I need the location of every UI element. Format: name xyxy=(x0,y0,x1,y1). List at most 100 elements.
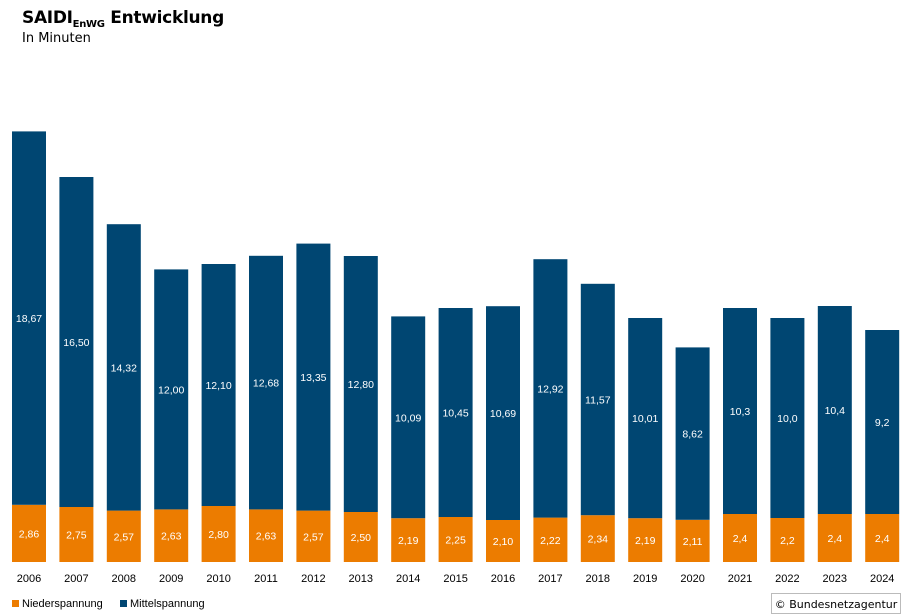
data-label: 2,2 xyxy=(780,535,795,547)
bar-niederspannung-2009 xyxy=(154,509,189,562)
data-label: 2,10 xyxy=(493,536,514,548)
legend-label: Niederspannung xyxy=(22,598,103,610)
x-tick-label: 2006 xyxy=(17,573,41,585)
data-label: 10,45 xyxy=(442,408,468,420)
chart-subtitle: In Minuten xyxy=(22,31,91,46)
data-label: 2,25 xyxy=(445,535,466,547)
data-label: 2,63 xyxy=(256,531,277,543)
bar-niederspannung-2006 xyxy=(12,504,46,562)
bar-niederspannung-2024 xyxy=(865,514,900,562)
data-label: 2,80 xyxy=(208,529,229,541)
data-label: 2,19 xyxy=(398,535,419,547)
data-label: 10,01 xyxy=(632,413,658,425)
chart-title: SAIDIEnWG Entwicklung xyxy=(22,8,224,30)
bar-niederspannung-2021 xyxy=(723,514,757,562)
x-tick-label: 2009 xyxy=(159,573,183,585)
data-label: 10,69 xyxy=(490,408,516,420)
x-tick-label: 2010 xyxy=(206,573,230,585)
bar-niederspannung-2007 xyxy=(59,507,94,562)
data-label: 18,67 xyxy=(16,313,42,325)
data-label: 2,75 xyxy=(66,530,87,542)
title-subscript: EnWG xyxy=(72,19,105,30)
bar-niederspannung-2015 xyxy=(438,517,473,562)
data-label: 12,10 xyxy=(205,380,231,392)
x-tick-label: 2022 xyxy=(775,573,799,585)
x-tick-label: 2017 xyxy=(538,573,562,585)
bar-niederspannung-2023 xyxy=(817,514,852,562)
bar-niederspannung-2020 xyxy=(675,519,710,562)
bar-mittelspannung-2016 xyxy=(486,306,520,520)
bar-niederspannung-2012 xyxy=(296,510,331,562)
data-label: 9,2 xyxy=(875,417,890,429)
data-label: 16,50 xyxy=(63,337,89,349)
data-label: 2,34 xyxy=(588,534,609,546)
data-label: 12,80 xyxy=(348,379,374,391)
x-tick-label: 2014 xyxy=(396,573,420,585)
bar-mittelspannung-2015 xyxy=(438,308,473,517)
data-label: 11,57 xyxy=(585,395,611,407)
data-label: 10,09 xyxy=(395,412,421,424)
data-label: 2,57 xyxy=(303,531,324,543)
bar-mittelspannung-2013 xyxy=(343,256,378,512)
bar-mittelspannung-2014 xyxy=(391,316,426,519)
data-label: 8,62 xyxy=(682,429,703,441)
data-label: 2,86 xyxy=(19,528,40,540)
data-label: 10,4 xyxy=(825,405,846,417)
data-label: 10,0 xyxy=(777,413,798,425)
data-label: 14,32 xyxy=(111,362,137,374)
bar-mittelspannung-2009 xyxy=(154,269,189,510)
x-tick-label: 2007 xyxy=(64,573,88,585)
legend-swatch-0 xyxy=(12,600,19,607)
data-label: 2,63 xyxy=(161,531,182,543)
data-label: 13,35 xyxy=(300,372,326,384)
bar-mittelspannung-2018 xyxy=(580,283,615,516)
data-label: 2,4 xyxy=(733,533,748,545)
x-tick-label: 2013 xyxy=(349,573,373,585)
data-label: 12,92 xyxy=(537,383,563,395)
data-label: 2,50 xyxy=(351,532,372,544)
credit-box: © Bundesnetzagentur xyxy=(771,593,901,614)
title-main: SAIDI xyxy=(22,8,73,28)
x-tick-label: 2019 xyxy=(633,573,657,585)
bar-niederspannung-2014 xyxy=(391,518,426,562)
bar-niederspannung-2008 xyxy=(106,510,141,562)
bar-mittelspannung-2020 xyxy=(675,347,710,520)
x-tick-label: 2018 xyxy=(586,573,610,585)
bar-niederspannung-2018 xyxy=(580,515,615,562)
data-label: 2,4 xyxy=(875,533,890,545)
bar-mittelspannung-2011 xyxy=(249,255,283,510)
bar-niederspannung-2016 xyxy=(486,520,520,562)
title-suffix: Entwicklung xyxy=(110,8,224,28)
x-tick-label: 2024 xyxy=(870,573,894,585)
bar-niederspannung-2017 xyxy=(533,517,568,562)
data-label: 2,4 xyxy=(827,533,842,545)
bar-mittelspannung-2022 xyxy=(770,318,805,518)
data-label: 2,57 xyxy=(114,531,135,543)
data-label: 12,00 xyxy=(158,384,184,396)
legend-swatch-1 xyxy=(120,600,127,607)
bar-niederspannung-2022 xyxy=(770,518,805,562)
bar-niederspannung-2013 xyxy=(343,512,378,562)
x-tick-label: 2023 xyxy=(823,573,847,585)
data-label: 2,19 xyxy=(635,535,656,547)
x-tick-label: 2008 xyxy=(112,573,136,585)
bar-mittelspannung-2017 xyxy=(533,259,568,518)
bar-mittelspannung-2006 xyxy=(12,131,46,505)
x-tick-label: 2020 xyxy=(680,573,704,585)
bar-mittelspannung-2007 xyxy=(59,177,94,507)
bar-mittelspannung-2024 xyxy=(865,330,900,514)
x-tick-label: 2012 xyxy=(301,573,325,585)
x-tick-label: 2011 xyxy=(254,573,278,585)
bar-mittelspannung-2021 xyxy=(723,308,757,514)
x-tick-label: 2016 xyxy=(491,573,515,585)
data-label: 2,22 xyxy=(540,535,561,547)
x-tick-label: 2021 xyxy=(728,573,752,585)
bar-mittelspannung-2010 xyxy=(201,264,236,506)
data-label: 12,68 xyxy=(253,378,279,390)
data-label: 2,11 xyxy=(683,536,703,548)
bar-mittelspannung-2012 xyxy=(296,243,331,511)
x-tick-label: 2015 xyxy=(443,573,467,585)
data-label: 10,3 xyxy=(730,406,751,418)
bar-mittelspannung-2008 xyxy=(106,224,141,511)
